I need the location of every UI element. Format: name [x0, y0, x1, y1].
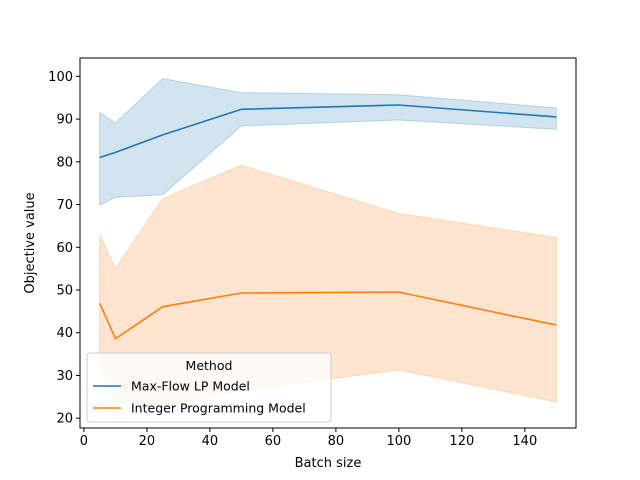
line-integer-programming-model [98, 291, 557, 340]
series-lines [98, 104, 557, 340]
y-axis-ticks: 20 30 40 50 60 70 80 90 100 [48, 70, 80, 427]
y-tick-label: 50 [56, 283, 73, 298]
y-tick-label: 60 [56, 241, 73, 256]
legend: Method Max-Flow LP Model Integer Programmi… [86, 352, 332, 423]
band-max-flow-lp-model [99, 77, 557, 207]
x-tick-label: 60 [265, 434, 282, 449]
y-tick-label: 20 [56, 412, 73, 427]
legend-label-max-flow-lp-model: Max-Flow LP Model [131, 379, 250, 394]
y-tick-label: 100 [48, 70, 73, 85]
x-tick-label: 40 [202, 434, 219, 449]
x-axis-ticks: 0 20 40 60 80 100 120 140 [80, 428, 537, 449]
legend-title: Method [186, 358, 233, 373]
x-tick-label: 140 [512, 434, 537, 449]
x-tick-label: 120 [449, 434, 474, 449]
legend-box [86, 352, 332, 423]
x-axis-label: Batch size [295, 456, 362, 471]
x-tick-label: 20 [139, 434, 156, 449]
line-max-flow-lp-model [99, 104, 557, 159]
y-tick-label: 90 [56, 113, 73, 128]
x-tick-label: 100 [386, 434, 411, 449]
y-tick-label: 30 [56, 369, 73, 384]
y-tick-label: 80 [56, 155, 73, 170]
x-tick-label: 80 [328, 434, 345, 449]
y-axis-label: Objective value [23, 192, 38, 293]
y-tick-label: 40 [56, 326, 73, 341]
x-tick-label: 0 [80, 434, 88, 449]
y-tick-label: 70 [56, 198, 73, 213]
legend-label-integer-programming-model: Integer Programming Model [131, 401, 306, 416]
axes-frame [79, 57, 577, 429]
